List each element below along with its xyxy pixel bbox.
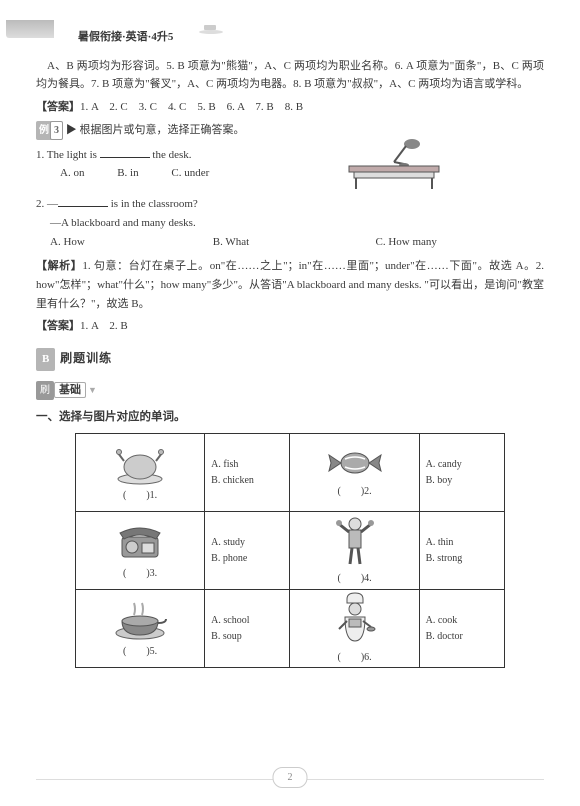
cell-options-6: A. cookB. doctor — [419, 590, 504, 668]
cell-image-5: ( )5. — [76, 590, 205, 668]
q2-opt-b: B. What — [213, 233, 343, 252]
answer-label: 【答案】 — [36, 320, 80, 332]
exercise-instruction: 一、选择与图片对应的单词。 — [36, 408, 544, 428]
sub-section-header: 刷基础▼ — [36, 375, 544, 400]
top-explanation: A、B 两项均为形容词。5. B 项意为"熊猫"，A、C 两项均为职业名称。6.… — [36, 57, 544, 94]
triangle-icon: ▼ — [88, 383, 97, 398]
q2-line2: —A blackboard and many desks. — [50, 214, 544, 233]
table-row: ( )3. A. studyB. phone ( )4. A. thinB. s… — [76, 512, 505, 590]
q1-stem: 1. The light is the desk. — [36, 146, 544, 165]
sub-title: 基础 — [54, 382, 86, 398]
q1-opt-b: B. in — [117, 164, 138, 183]
cell-image-1: ( )1. — [76, 434, 205, 512]
q1-opt-a: A. on — [60, 164, 84, 183]
phone-icon — [112, 519, 168, 563]
answers-block-1: 【答案】1. A 2. C 3. C 4. C 5. B 6. A 7. B 8… — [36, 98, 544, 117]
question-2: 2. — is in the classroom? —A blackboard … — [36, 195, 544, 251]
q1-opt-c: C. under — [171, 164, 209, 183]
chicken-icon — [110, 441, 170, 485]
cell-options-5: A. schoolB. soup — [205, 590, 290, 668]
section-b-title: 刷题训练 — [60, 348, 112, 368]
page-header: 暑假衔接·英语·4升5 — [36, 28, 544, 47]
candy-icon — [325, 445, 385, 481]
cell-options-1: A. fishB. chicken — [205, 434, 290, 512]
cell-image-3: ( )3. — [76, 512, 205, 590]
analysis-block: 【解析】1. 句意：台灯在桌子上。on"在……之上"；in"在……里面"；und… — [36, 257, 544, 313]
table-row: ( )1. A. fishB. chicken ( )2. A. candyB.… — [76, 434, 505, 512]
picture-word-table: ( )1. A. fishB. chicken ( )2. A. candyB.… — [75, 433, 505, 668]
example-num: 3 — [50, 121, 63, 140]
cell-image-6: ( )6. — [290, 590, 419, 668]
answer-text: 1. A 2. B — [80, 320, 128, 332]
section-b-tag: B — [36, 348, 55, 371]
cook-icon — [333, 591, 377, 647]
analysis-text: 1. 句意：台灯在桌子上。on"在……之上"；in"在……里面"；under"在… — [36, 260, 544, 309]
arrow-icon: ▶ — [66, 124, 77, 136]
q2-opt-a: A. How — [50, 233, 180, 252]
soup-icon — [110, 597, 170, 641]
page-number: 2 — [273, 767, 308, 788]
answer-text: 1. A 2. C 3. C 4. C 5. B 6. A 7. B 8. B — [80, 101, 303, 113]
cell-options-2: A. candyB. boy — [419, 434, 504, 512]
table-row: ( )5. A. schoolB. soup ( )6. A. cookB. d… — [76, 590, 505, 668]
pencil-icon — [196, 25, 226, 35]
analysis-label: 【解析】 — [36, 260, 82, 272]
section-b-header: B 刷题训练 — [36, 340, 544, 371]
sub-tag: 刷 — [36, 381, 54, 400]
cell-options-3: A. studyB. phone — [205, 512, 290, 590]
lamp-desk-icon — [344, 134, 444, 190]
header-title: 暑假衔接·英语·4升5 — [78, 31, 173, 43]
blank — [58, 196, 108, 207]
blank — [100, 147, 150, 158]
example-3-header: 例3 ▶ 根据图片或句意，选择正确答案。 — [36, 121, 544, 140]
q2-options: A. How B. What C. How many — [50, 233, 544, 252]
question-1: 1. The light is the desk. A. on B. in C.… — [36, 146, 544, 183]
strong-boy-icon — [335, 514, 375, 568]
cell-options-4: A. thinB. strong — [419, 512, 504, 590]
cell-image-4: ( )4. — [290, 512, 419, 590]
q1-options: A. on B. in C. under — [60, 164, 544, 183]
q2-stem: 2. — is in the classroom? — [36, 195, 544, 214]
q2-opt-c: C. How many — [376, 233, 506, 252]
example-instruction: 根据图片或句意，选择正确答案。 — [80, 124, 245, 136]
header-decoration-icon — [6, 20, 54, 38]
answers-block-2: 【答案】1. A 2. B — [36, 317, 544, 336]
cell-image-2: ( )2. — [290, 434, 419, 512]
answer-label: 【答案】 — [36, 101, 80, 113]
